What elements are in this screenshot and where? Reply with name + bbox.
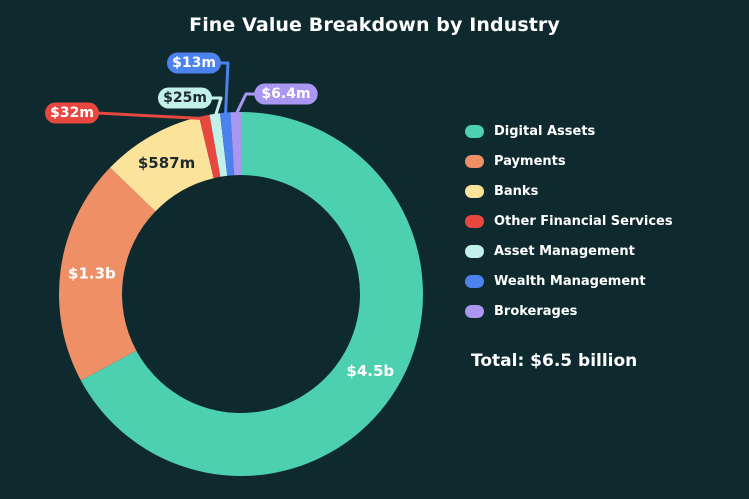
legend-item-digital-assets: Digital Assets	[465, 116, 673, 146]
legend-item-other-financial-services: Other Financial Services	[465, 206, 673, 236]
legend-label: Digital Assets	[494, 123, 596, 139]
legend-label: Other Financial Services	[494, 213, 673, 229]
legend-swatch	[465, 124, 484, 138]
legend-item-wealth-management: Wealth Management	[465, 266, 673, 296]
callout-pill-asset-management	[158, 87, 212, 109]
legend-label: Banks	[494, 183, 539, 199]
legend-label: Wealth Management	[494, 273, 646, 289]
legend-swatch	[465, 184, 484, 198]
legend-item-payments: Payments	[465, 146, 673, 176]
slice-brokerages	[230, 112, 241, 176]
callout-label-asset-management: $25m	[163, 90, 207, 106]
callout-pill-wealth-management	[167, 52, 221, 74]
legend-swatch	[465, 304, 484, 318]
callout-pill-brokerages	[254, 83, 318, 105]
data-label-digital-assets: $4.5b	[346, 362, 394, 380]
legend-swatch	[465, 154, 484, 168]
slice-banks	[110, 116, 214, 212]
callout-label-wealth-management: $13m	[172, 55, 216, 71]
legend-swatch	[465, 214, 484, 228]
legend-swatch	[465, 244, 484, 258]
slice-asset-management	[209, 113, 228, 177]
legend-item-asset-management: Asset Management	[465, 236, 673, 266]
chart-legend: Digital Assets Payments Banks Other Financi…	[465, 116, 673, 326]
callout-label-other-financial-services: $32m	[50, 105, 94, 121]
slice-digital-assets	[80, 112, 424, 476]
legend-label: Asset Management	[494, 243, 635, 259]
slice-wealth-management	[219, 112, 235, 176]
legend-item-banks: Banks	[465, 176, 673, 206]
data-label-banks: $587m	[138, 154, 195, 172]
legend-label: Payments	[494, 153, 566, 169]
legend-item-brokerages: Brokerages	[465, 296, 673, 326]
legend-label: Brokerages	[494, 303, 578, 319]
total-label: Total: $6.5 billion	[471, 351, 638, 371]
data-label-payments: $1.3b	[68, 265, 116, 283]
callout-label-brokerages: $6.4m	[261, 86, 310, 102]
slice-other-financial-services	[199, 114, 221, 179]
legend-swatch	[465, 274, 484, 288]
callout-pill-other-financial-services	[45, 102, 99, 124]
slice-payments	[58, 167, 156, 381]
chart-title: Fine Value Breakdown by Industry	[189, 14, 560, 36]
